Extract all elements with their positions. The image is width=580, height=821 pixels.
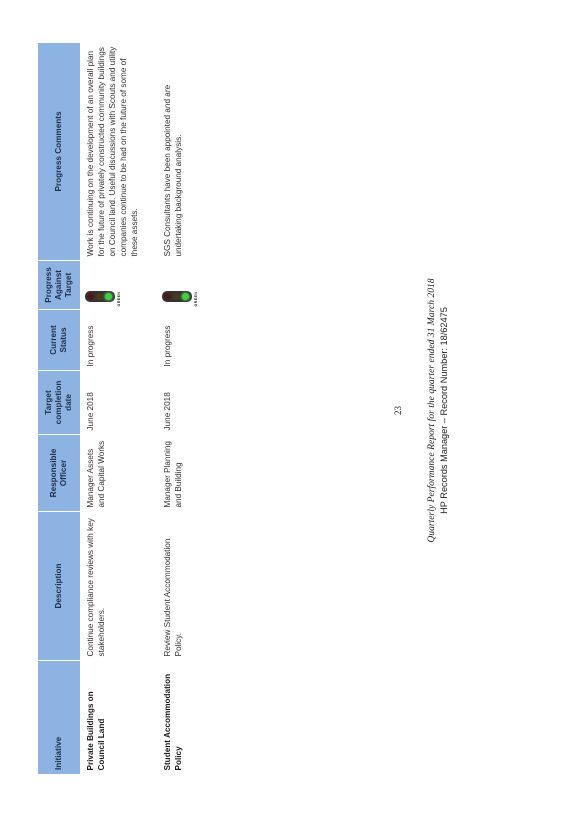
- header-status: Current Status: [37, 309, 81, 371]
- header-officer: Responsible Officer: [37, 434, 81, 512]
- traffic-light-icon: GREEN: [85, 290, 121, 307]
- description-cell: Continue compliance reviews with key sta…: [86, 518, 106, 657]
- status-cell: In progress: [163, 325, 172, 367]
- table-header-row: Initiative Description Responsible Offic…: [37, 42, 81, 775]
- header-description: Description: [37, 511, 81, 661]
- progress-table: Initiative Description Responsible Offic…: [37, 42, 203, 775]
- table-row: Private Buildings on Council Land Contin…: [81, 43, 160, 775]
- page-number: 23: [393, 406, 403, 415]
- comments-cell: SGS Consultants have been appointed and …: [163, 84, 183, 257]
- officer-cell: Manager Assets and Capital Works: [86, 440, 106, 508]
- status-cell: In progress: [86, 325, 95, 367]
- report-title: Quarterly Performance Report for the qua…: [426, 278, 437, 543]
- traffic-light-label: GREEN: [194, 291, 198, 307]
- initiative-cell: Private Buildings on Council Land: [86, 691, 106, 771]
- description-cell: Review Student Accommodation Policy.: [163, 538, 183, 657]
- traffic-light-icon: GREEN: [162, 290, 198, 307]
- progress-cell: GREEN: [159, 261, 203, 310]
- header-comments: Progress Comments: [37, 42, 81, 261]
- progress-cell: GREEN: [81, 261, 160, 310]
- comments-cell: Work is continuing on the development of…: [86, 46, 139, 257]
- traffic-light-label: GREEN: [117, 291, 121, 307]
- officer-cell: Manager Planning and Building: [163, 441, 183, 508]
- header-initiative: Initiative: [37, 660, 81, 775]
- date-cell: June 2018: [163, 392, 172, 431]
- header-date: Target completion date: [37, 370, 81, 435]
- record-number: HP Records Manager – Record Number: 18/6…: [439, 307, 449, 514]
- table-row: Student Accommodation Policy Review Stud…: [159, 43, 203, 775]
- date-cell: June 2018: [86, 392, 95, 431]
- initiative-cell: Student Accommodation Policy: [163, 673, 183, 771]
- header-progress: Progress Against Target: [37, 260, 81, 310]
